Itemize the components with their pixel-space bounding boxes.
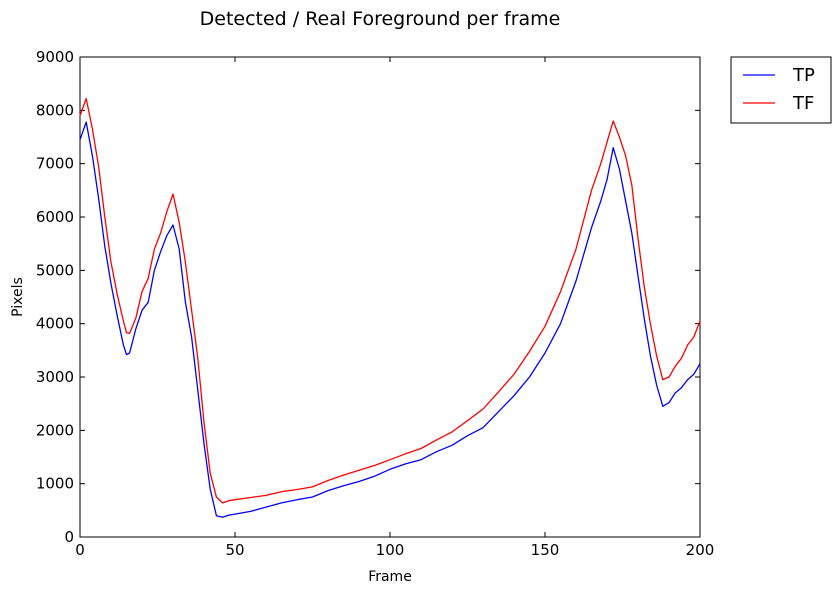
legend-box [730, 56, 832, 124]
legend-label-tp: TP [792, 65, 815, 86]
x-axis: 0 50 100 150 200 [75, 57, 714, 559]
y-tick-label: 9000 [36, 48, 74, 66]
x-axis-title: Frame [368, 569, 412, 585]
legend-label-tf: TF [792, 93, 814, 114]
y-tick-label: 6000 [36, 208, 74, 226]
legend: TP TF [730, 56, 832, 124]
x-tick-label: 100 [376, 541, 405, 559]
x-tick-label: 200 [686, 541, 715, 559]
y-tick-label: 1000 [36, 475, 74, 493]
y-axis-title: Pixels [10, 277, 26, 317]
y-tick-label: 0 [64, 528, 74, 546]
y-tick-label: 4000 [36, 315, 74, 333]
plot-area [79, 56, 701, 538]
x-tick-label: 0 [75, 541, 85, 559]
series-group [79, 97, 701, 518]
y-axis: 0 1000 2000 3000 4000 5000 6000 7000 8000 9000 [36, 48, 700, 546]
x-tick-label: 150 [531, 541, 560, 559]
chart-title: Detected / Real Foreground per frame [200, 8, 561, 30]
series-line-tp [79, 121, 701, 518]
y-tick-label: 3000 [36, 368, 74, 386]
series-line-tf [79, 97, 701, 504]
y-tick-label: 8000 [36, 101, 74, 119]
y-tick-label: 5000 [36, 261, 74, 279]
x-tick-label: 50 [225, 541, 244, 559]
y-tick-label: 2000 [36, 421, 74, 439]
y-tick-label: 7000 [36, 155, 74, 173]
